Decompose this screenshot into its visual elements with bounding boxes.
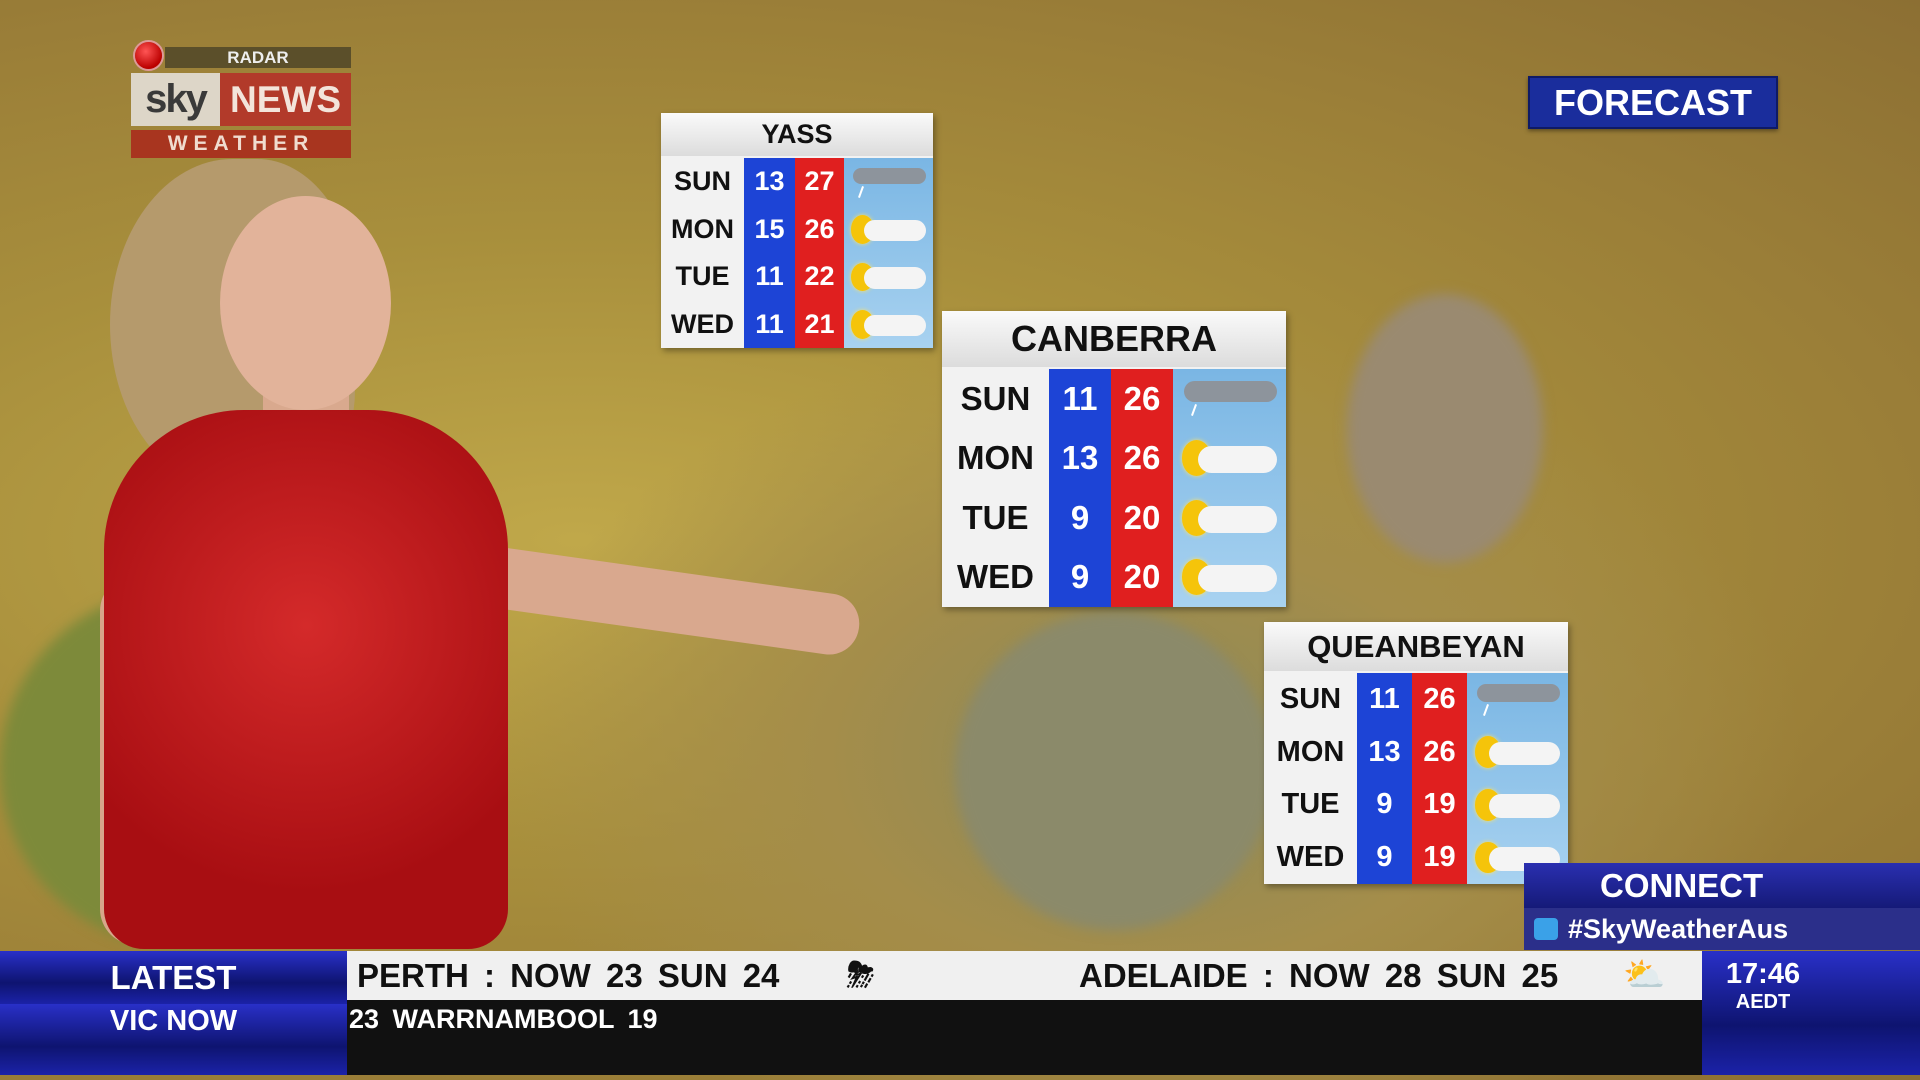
high-temp: 27 [804,166,835,197]
day-label: TUE [1281,788,1340,821]
forecast-label: FORECAST [1528,76,1778,129]
ticker-latest-strip: PERTH : NOW 23 SUN 24 ⛈ ADELAIDE : NOW 2… [347,951,1702,1000]
day-label: MON [671,213,734,244]
sun-cloud-icon [844,253,933,301]
day-label: SUN [960,379,1031,417]
weather-icon-column [1173,369,1286,607]
sun-cloud-icon [844,206,933,254]
high-temp: 26 [804,213,835,244]
high-temp: 19 [1423,788,1456,821]
cloud-rain-icon [1173,369,1286,429]
forecast-card-yass: YASS SUN MON TUE WED 13 15 11 11 27 26 22 21 [661,113,933,348]
low-temp: 15 [754,213,785,244]
low-temp: 11 [755,261,784,292]
low-temp: 9 [1376,788,1393,821]
low-temp: 9 [1376,841,1393,874]
low-temp: 13 [754,166,785,197]
cloud-rain-icon [844,158,933,206]
low-temp: 13 [1061,439,1099,477]
twitter-handle: #SkyWeatherAus [1524,908,1920,950]
forecast-card-queanbeyan: QUEANBEYAN SUN MON TUE WED 11 13 9 9 26 26 19 19 [1264,622,1568,884]
clock-box: 17:46 AEDT [1702,951,1920,1075]
presenter-head [220,196,391,410]
high-temp: 26 [1123,439,1161,477]
day-label: MON [1276,735,1345,768]
clock-time: 17:46 [1725,958,1801,990]
day-column: SUN MON TUE WED [661,158,744,348]
logo-sky: sky [131,73,220,126]
day-label: WED [1276,841,1345,874]
low-temp: 11 [1062,379,1098,417]
low-temp: 9 [1070,498,1090,536]
ticker-perth: PERTH : NOW 23 SUN 24 [357,957,780,994]
high-temp: 20 [1123,558,1161,596]
high-temp-column: 26 26 20 20 [1111,369,1173,607]
presenter-dress [104,410,508,949]
low-temp: 11 [755,308,784,339]
radar-dot-icon [135,42,162,69]
high-temp: 19 [1423,841,1456,874]
logo-weather: WEATHER [131,130,351,158]
high-temp-column: 26 26 19 19 [1412,673,1467,884]
day-column: SUN MON TUE WED [1264,673,1357,884]
low-temp-column: 13 15 11 11 [744,158,795,348]
connect-title: CONNECT [1600,867,1764,904]
day-label: SUN [673,166,731,197]
day-label: WED [671,308,734,339]
ticker-latest-label: LATEST [0,951,347,1004]
sun-cloud-icon [1467,779,1568,832]
logo-news: NEWS [220,73,351,126]
day-label: WED [957,558,1034,596]
storm-icon: ⛈ [847,956,875,994]
sun-cloud-icon [1173,429,1286,489]
map-lake [1347,294,1543,563]
high-temp-column: 27 26 22 21 [795,158,844,348]
high-temp: 20 [1123,498,1161,536]
ticker-adelaide: ADELAIDE : NOW 28 SUN 25 [1079,957,1559,994]
sun-cloud-icon [1467,726,1568,779]
ticker-vic-text: 23 WARRNAMBOOL 19 [349,1004,658,1034]
high-temp: 26 [1123,379,1161,417]
ticker-vic-now-label: VIC NOW [0,1004,347,1075]
day-column: SUN MON TUE WED [942,369,1049,607]
low-temp: 13 [1368,735,1401,768]
map-urban-area [955,612,1273,930]
card-city: QUEANBEYAN [1264,622,1568,671]
logo-radar: RADAR [165,47,351,68]
high-temp: 26 [1423,682,1456,715]
card-city: YASS [661,113,933,156]
low-temp: 11 [1369,682,1400,715]
twitter-icon [1534,918,1558,940]
sun-cloud-icon [1173,488,1286,548]
low-temp-column: 11 13 9 9 [1357,673,1412,884]
weather-icon-column [844,158,933,348]
sun-cloud-icon [1173,548,1286,608]
hashtag: #SkyWeatherAus [1568,914,1789,944]
forecast-card-canberra: CANBERRA SUN MON TUE WED 11 13 9 9 26 26 20 20 [942,311,1286,607]
low-temp: 9 [1070,558,1090,596]
high-temp: 26 [1423,735,1456,768]
cloud-rain-icon [1467,673,1568,726]
sun-cloud-icon [844,301,933,349]
day-label: TUE [675,261,730,292]
sun-cloud-icon: ⛅ [1623,956,1666,994]
high-temp: 22 [804,261,835,292]
low-temp-column: 11 13 9 9 [1049,369,1111,607]
day-label: TUE [962,498,1029,536]
connect-header: CONNECT [1524,863,1920,908]
card-city: CANBERRA [942,311,1286,367]
ticker-vic-strip: 23 WARRNAMBOOL 19 [347,1000,1702,1075]
high-temp: 21 [804,308,835,339]
day-label: SUN [1279,682,1342,715]
weather-icon-column [1467,673,1568,884]
day-label: MON [957,439,1034,477]
clock-timezone: AEDT [1735,991,1791,1013]
